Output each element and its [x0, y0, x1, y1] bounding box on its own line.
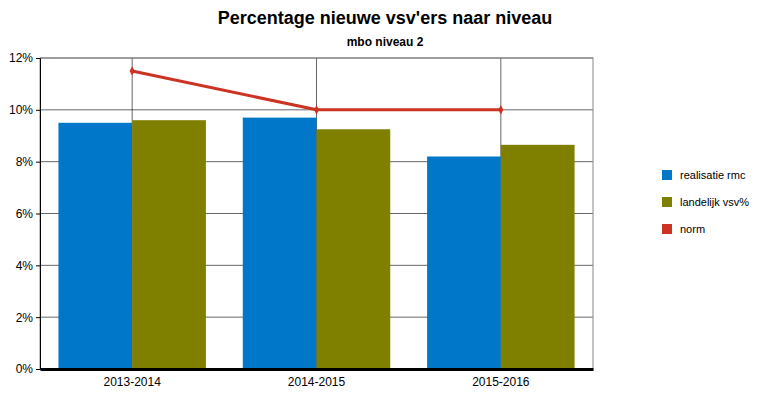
- x-tick-label: 2015-2016: [472, 375, 530, 389]
- x-axis: 2013-2014 2014-2015 2015-2016: [41, 369, 594, 389]
- y-tick-mark: [36, 58, 40, 59]
- x-tick: 2014-2015: [288, 369, 346, 389]
- y-tick: 12%: [9, 51, 40, 65]
- y-tick-mark: [36, 162, 40, 163]
- y-tick-mark: [36, 265, 40, 266]
- y-tick: 0%: [16, 362, 40, 376]
- bar: [317, 129, 391, 369]
- y-tick-mark: [36, 369, 40, 370]
- y-tick-label: 2%: [16, 311, 34, 325]
- bar: [243, 118, 317, 369]
- bar: [501, 145, 575, 369]
- y-tick-label: 12%: [9, 51, 33, 65]
- marker: [314, 105, 319, 114]
- legend-label: landelijk vsv%: [680, 196, 749, 208]
- y-grid-line: [40, 369, 593, 370]
- y-tick-label: 4%: [16, 259, 34, 273]
- bar-series: [58, 118, 500, 369]
- chart: Percentage nieuwe vsv'ers naar niveau mbo…: [0, 0, 770, 405]
- title: Percentage nieuwe vsv'ers naar niveau: [218, 8, 552, 28]
- y-tick: 4%: [16, 259, 40, 273]
- x-axis-line: [41, 368, 594, 371]
- legend-label: realisatie rmc: [680, 169, 746, 181]
- y-tick: 10%: [9, 103, 40, 117]
- y-tick-label: 8%: [16, 155, 34, 169]
- y-tick: 6%: [16, 207, 40, 221]
- legend-swatch: [662, 197, 672, 207]
- bar: [427, 156, 501, 369]
- legend-swatch: [662, 224, 672, 234]
- background: [0, 0, 770, 405]
- bar-series: [132, 120, 574, 369]
- x-tick-label: 2014-2015: [288, 375, 346, 389]
- marker: [498, 105, 503, 114]
- grid: [40, 58, 593, 369]
- y-tick: 8%: [16, 155, 40, 169]
- line-series: [130, 66, 504, 114]
- y-tick-mark: [36, 214, 40, 215]
- x-tick: 2013-2014: [103, 369, 161, 389]
- x-tick-label: 2013-2014: [103, 375, 161, 389]
- y-tick-label: 6%: [16, 207, 34, 221]
- line: [132, 71, 501, 110]
- bar: [58, 123, 132, 369]
- y-tick-mark: [36, 110, 40, 111]
- y-tick: 2%: [16, 311, 40, 325]
- legend-swatch: [662, 170, 672, 180]
- x-tick: 2015-2016: [472, 369, 530, 389]
- plot-frame: [40, 58, 593, 369]
- marks: [58, 66, 574, 369]
- legend: realisatie rmc landelijk vsv% norm: [662, 169, 749, 235]
- y-axis-line: [36, 59, 41, 370]
- y-tick-label: 0%: [16, 362, 34, 376]
- y-tick-label: 10%: [9, 103, 33, 117]
- subtitle: mbo niveau 2: [347, 35, 424, 49]
- y-tick-mark: [36, 317, 40, 318]
- bar: [132, 120, 206, 369]
- y-axis: 0% 2% 4% 6% 8% 10% 12%: [9, 51, 41, 376]
- legend-label: norm: [680, 223, 705, 235]
- marker: [130, 66, 135, 75]
